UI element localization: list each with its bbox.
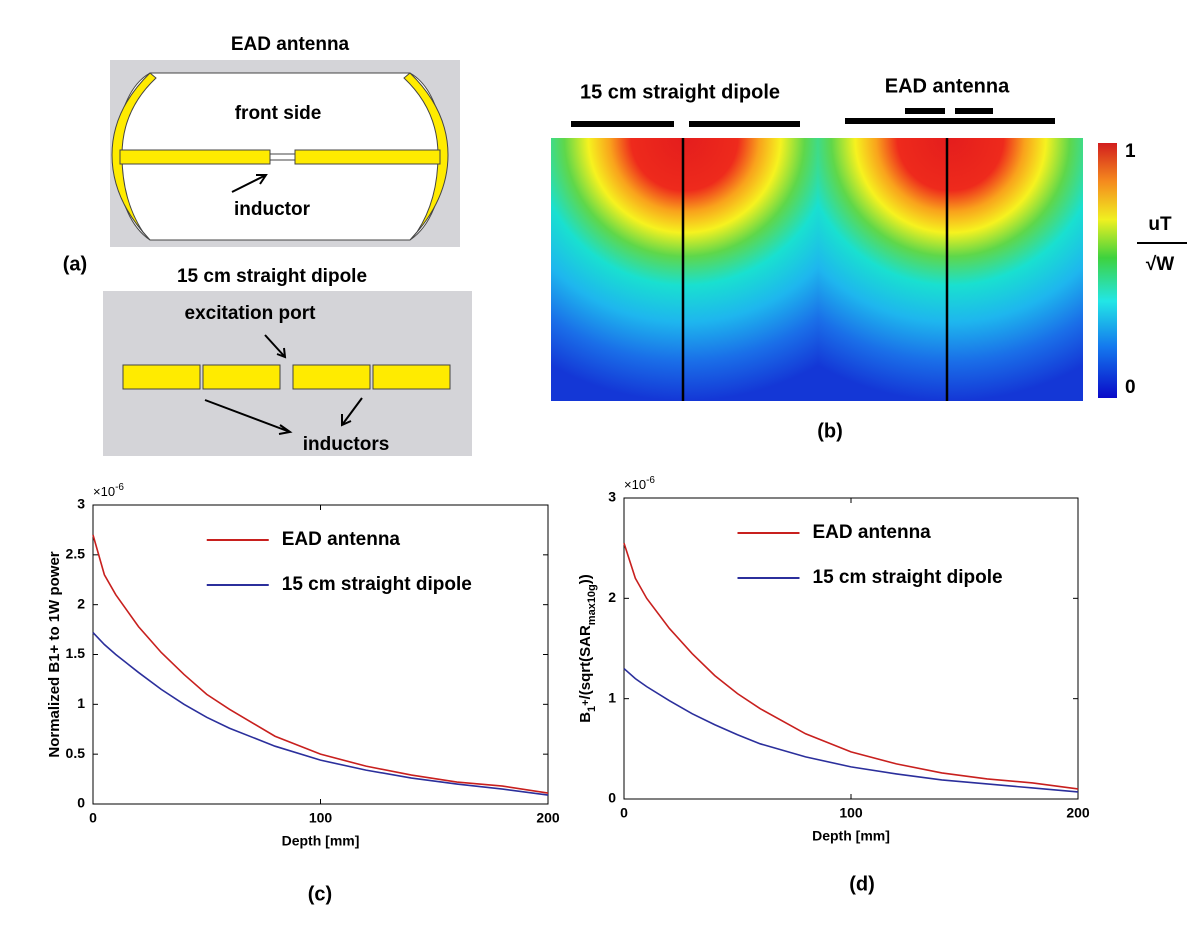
front-label: front side bbox=[235, 103, 322, 124]
antenna-sketch bbox=[571, 108, 1055, 127]
legend-label: EAD antenna bbox=[813, 522, 932, 543]
multiplier-base: ×10 bbox=[93, 484, 115, 499]
dipole-segment bbox=[202, 364, 281, 390]
y-axis-label-part: )) bbox=[577, 574, 594, 584]
multiplier-exp: -6 bbox=[646, 475, 655, 486]
y-axis-label-part: Normalized B1+ to 1W power bbox=[46, 551, 63, 757]
x-tick-label: 0 bbox=[89, 810, 97, 826]
legend-label: 15 cm straight dipole bbox=[282, 574, 472, 595]
line-chart: 0 100 200 0 0.5 1 1.5 2 2.5 3 ×10-6 Depth [mm] Norma… bbox=[46, 482, 560, 906]
arrow bbox=[264, 334, 287, 359]
field-map bbox=[818, 138, 1083, 401]
antenna-line bbox=[681, 138, 949, 401]
panel-label: (a) bbox=[63, 253, 87, 275]
x-tick-label: 0 bbox=[620, 805, 628, 821]
series-line bbox=[623, 542, 1079, 790]
heatmap-title: 15 cm straight dipole bbox=[580, 81, 780, 103]
heatmap-b: 15 cm straight dipole EAD antenna uT √W … bbox=[551, 75, 1187, 442]
y-axis-label-part: + bbox=[580, 699, 592, 705]
colorbar bbox=[1098, 143, 1117, 398]
y-axis-label-part: max10g bbox=[586, 584, 598, 625]
y-tick-label: 0 bbox=[608, 790, 616, 806]
y-tick-label: 3 bbox=[608, 489, 616, 505]
y-tick-label: 1.5 bbox=[66, 645, 86, 661]
dipole-segment bbox=[122, 364, 201, 390]
y-tick-label: 2.5 bbox=[66, 546, 86, 562]
y-tick-label: 0 bbox=[77, 795, 85, 811]
y-tick-label: 1 bbox=[77, 695, 85, 711]
colorbar-tick-label: 1 bbox=[1125, 141, 1136, 162]
field-map bbox=[551, 138, 818, 401]
diagram-a: EAD antenna front side inductor (a) 15 c… bbox=[63, 34, 472, 456]
dipole-segment bbox=[372, 364, 451, 390]
inductors-label: inductors bbox=[303, 434, 390, 455]
y-multiplier: ×10-6 bbox=[624, 475, 655, 493]
y-multiplier: ×10-6 bbox=[93, 482, 124, 500]
heatmap-title: EAD antenna bbox=[885, 75, 1010, 97]
y-axis-label-part: B bbox=[577, 712, 594, 723]
arrow bbox=[231, 174, 268, 193]
unit-denominator: √W bbox=[1146, 254, 1174, 275]
y-tick-label: 3 bbox=[77, 496, 85, 512]
ead-arm bbox=[403, 72, 449, 241]
panel-label: (b) bbox=[817, 420, 843, 442]
plot-area bbox=[623, 497, 1079, 800]
y-axis-label: B1+/(sqrt(SARmax10g)) bbox=[577, 574, 598, 723]
panel-label: (d) bbox=[849, 873, 875, 895]
inductor-label: inductor bbox=[234, 199, 311, 220]
ead-arm bbox=[111, 72, 157, 241]
series-line bbox=[623, 667, 1079, 793]
series-line bbox=[92, 632, 549, 796]
panel-label: (c) bbox=[308, 883, 332, 905]
port-label: excitation port bbox=[185, 303, 317, 324]
x-axis-label: Depth [mm] bbox=[812, 828, 890, 844]
ead-gap bbox=[270, 153, 295, 161]
dipole-title: 15 cm straight dipole bbox=[177, 266, 367, 287]
y-axis-label-part: /(sqrt(SAR bbox=[577, 625, 594, 699]
x-axis-label: Depth [mm] bbox=[282, 833, 360, 849]
multiplier-exp: -6 bbox=[115, 482, 124, 493]
x-tick-label: 100 bbox=[839, 805, 863, 821]
legend-label: 15 cm straight dipole bbox=[813, 567, 1003, 588]
multiplier-base: ×10 bbox=[624, 477, 646, 492]
y-axis-label: Normalized B1+ to 1W power bbox=[46, 551, 63, 757]
series-line bbox=[92, 534, 549, 794]
y-tick-label: 1 bbox=[608, 689, 616, 705]
legend-label: EAD antenna bbox=[282, 529, 401, 550]
ead-strip bbox=[119, 149, 271, 165]
colorbar-tick-label: 0 bbox=[1125, 377, 1136, 398]
x-tick-label: 100 bbox=[309, 810, 333, 826]
y-axis-label-part: 1 bbox=[586, 706, 598, 712]
y-tick-label: 0.5 bbox=[66, 745, 86, 761]
dipole-segment bbox=[292, 364, 371, 390]
x-tick-label: 200 bbox=[536, 810, 560, 826]
ead-strip bbox=[294, 149, 441, 165]
ead-title: EAD antenna bbox=[231, 34, 350, 55]
x-tick-label: 200 bbox=[1066, 805, 1090, 821]
arrow bbox=[204, 397, 363, 435]
y-tick-label: 2 bbox=[608, 589, 616, 605]
y-tick-label: 2 bbox=[77, 595, 85, 611]
unit-numerator: uT bbox=[1148, 214, 1172, 235]
